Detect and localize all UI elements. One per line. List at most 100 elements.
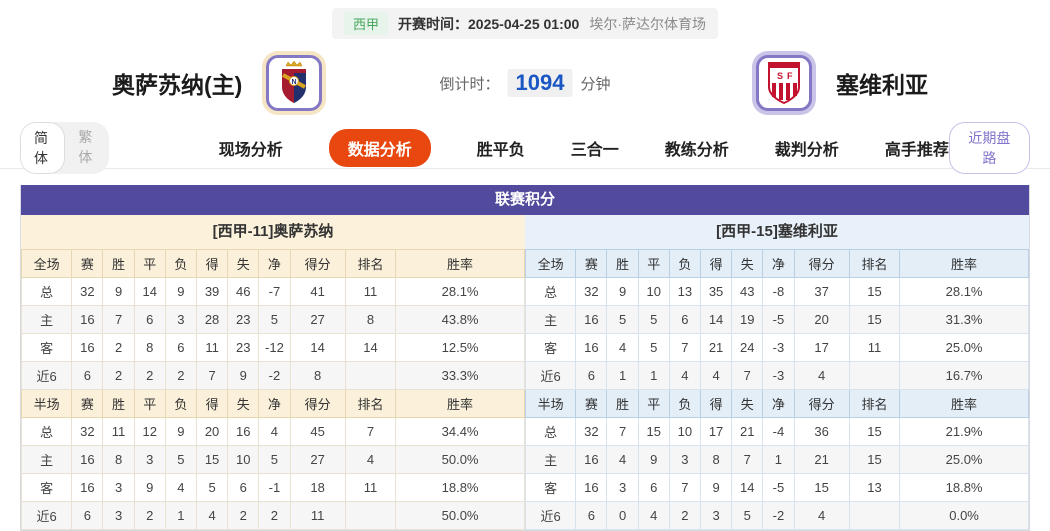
analysis-tabs: 现场分析 数据分析 胜平负 三合一 教练分析 裁判分析 高手推荐 — [218, 128, 949, 167]
home-standings-panel: [西甲-11]奥萨苏纳 全场赛胜平负得失净得分 排名 胜率总 32 9 14 9 39 46 -7… — [20, 215, 525, 530]
table-cell: 15 — [793, 473, 850, 502]
table-cell: 10 — [637, 277, 670, 306]
table-cell: 4 — [699, 361, 733, 390]
row-label: 总 — [524, 277, 577, 306]
table-row: 总 32 9 14 9 39 46 -7 41 11 28.1% — [20, 277, 525, 306]
column-header: 平 — [133, 249, 166, 278]
table-cell: 7 — [668, 473, 701, 502]
recent-trends-button[interactable]: 近期盘路 — [948, 121, 1030, 174]
table-cell: 6 — [133, 305, 166, 334]
table-cell: 31.3% — [899, 305, 1029, 334]
table-cell: 3 — [133, 445, 166, 474]
table-cell: 2 — [258, 501, 291, 530]
match-info-strip: 西甲 开赛时间：2025-04-25 01:00 埃尔·萨达尔体育场 — [332, 8, 718, 39]
table-cell: 0.0% — [899, 501, 1029, 530]
table-cell: 4 — [606, 333, 639, 362]
table-cell: 2 — [102, 333, 135, 362]
column-header: 胜率 — [899, 389, 1029, 418]
language-toggle: 简体 繁体 — [20, 121, 109, 174]
league-badge: 西甲 — [344, 12, 389, 35]
table-cell: 28.1% — [899, 277, 1029, 306]
table-row: 近6 6 2 2 2 7 9 -2 8 33.3% — [20, 361, 525, 390]
column-header: 负 — [164, 389, 197, 418]
lang-option[interactable]: 简体 — [20, 121, 66, 174]
table-cell: 6 — [575, 501, 608, 530]
column-header: 半场 — [20, 389, 73, 418]
table-cell: 16 — [575, 473, 608, 502]
table-row: 客 16 2 8 6 11 23 -12 14 14 12.5% — [20, 333, 525, 362]
tab-现场分析[interactable]: 现场分析 — [218, 141, 283, 159]
row-label: 近6 — [20, 361, 73, 390]
row-label: 客 — [524, 333, 577, 362]
table-cell: 16 — [71, 473, 104, 502]
table-cell: 23 — [227, 305, 260, 334]
away-standings-panel: [西甲-15]塞维利亚 全场赛胜平负得失净得分 排名 胜率总 32 9 10 13 35 43-… — [524, 215, 1029, 530]
table-cell: 5 — [637, 333, 670, 362]
tab-裁判分析[interactable]: 裁判分析 — [774, 141, 839, 159]
table-cell: 4 — [668, 361, 701, 390]
table-cell: 10 — [227, 445, 260, 474]
column-header: 失 — [731, 249, 764, 278]
row-label: 总 — [20, 277, 73, 306]
column-header: 负 — [668, 389, 701, 418]
nav-bar: 简体 繁体 现场分析 数据分析 胜平负 三合一 教练分析 裁判分析 高手推荐 近期盘路 — [0, 121, 1050, 174]
table-cell: 0 — [606, 501, 639, 530]
tab-数据分析[interactable]: 数据分析 — [328, 128, 431, 167]
table-cell: 23 — [227, 333, 260, 362]
table-cell: 8 — [102, 445, 135, 474]
table-cell: 21 — [731, 417, 764, 446]
kickoff-time: 开赛时间：2025-04-25 01:00 — [398, 15, 580, 32]
standings-title: 联赛积分 — [21, 185, 1029, 215]
row-label: 近6 — [20, 501, 73, 530]
table-cell: 32 — [575, 277, 608, 306]
column-header: 失 — [227, 249, 260, 278]
svg-text:S: S — [777, 71, 783, 81]
table-cell: 5 — [731, 501, 764, 530]
tab-高手推荐[interactable]: 高手推荐 — [884, 141, 949, 159]
table-cell: 18.8% — [899, 473, 1029, 502]
tab-三合一[interactable]: 三合一 — [570, 141, 619, 159]
table-row: 总 32 7 15 10 17 21 -4 36 15 21.9% — [524, 417, 1029, 446]
table-row: 客 16 3 9 4 5 6 -1 18 11 18.8% — [20, 473, 525, 502]
table-cell — [848, 361, 901, 390]
table-cell: 6 — [164, 333, 197, 362]
table-cell: 15 — [848, 417, 901, 446]
table-cell: 1 — [606, 361, 639, 390]
sevilla-crest-icon: S F — [768, 62, 800, 105]
lang-option[interactable]: 繁体 — [78, 128, 93, 165]
column-header: 胜率 — [395, 389, 525, 418]
table-row: 主 16 4 9 3 8 7 1 21 15 25.0% — [524, 445, 1029, 474]
table-cell: 34.4% — [395, 417, 525, 446]
svg-text:F: F — [787, 71, 793, 81]
table-row: 近6 6 3 2 1 4 2 2 11 50.0% — [20, 501, 525, 530]
table-row: 近6 6 1 1 4 4 7 -3 4 16.7% — [524, 361, 1029, 390]
table-row: 总 32 11 12 9 20 16 4 45 7 34.4% — [20, 417, 525, 446]
column-header: 得 — [195, 249, 229, 278]
table-cell: 6 — [637, 473, 670, 502]
table-cell: 2 — [668, 501, 701, 530]
table-cell: 11 — [344, 473, 397, 502]
table-cell: 16 — [71, 445, 104, 474]
table-cell: -5 — [762, 473, 795, 502]
table-cell: 36 — [793, 417, 850, 446]
table-cell: 18.8% — [395, 473, 525, 502]
column-header: 赛 — [575, 389, 608, 418]
row-label: 客 — [20, 473, 73, 502]
table-cell: 11 — [102, 417, 135, 446]
venue-name: 埃尔·萨达尔体育场 — [589, 15, 706, 32]
column-header: 胜 — [606, 249, 639, 278]
table-cell: 1 — [637, 361, 670, 390]
column-header: 排名 — [848, 249, 901, 278]
table-cell: 14 — [731, 473, 764, 502]
table-cell: -2 — [762, 501, 795, 530]
table-cell: 46 — [227, 277, 260, 306]
tab-胜平负[interactable]: 胜平负 — [476, 141, 525, 159]
tab-教练分析[interactable]: 教练分析 — [664, 141, 729, 159]
column-header: 全场 — [20, 249, 73, 278]
table-cell: 4 — [164, 473, 197, 502]
table-cell: 24 — [731, 333, 764, 362]
table-cell: 6 — [668, 305, 701, 334]
table-cell: -2 — [258, 361, 291, 390]
table-cell: 8 — [289, 361, 346, 390]
table-cell: -8 — [762, 277, 795, 306]
